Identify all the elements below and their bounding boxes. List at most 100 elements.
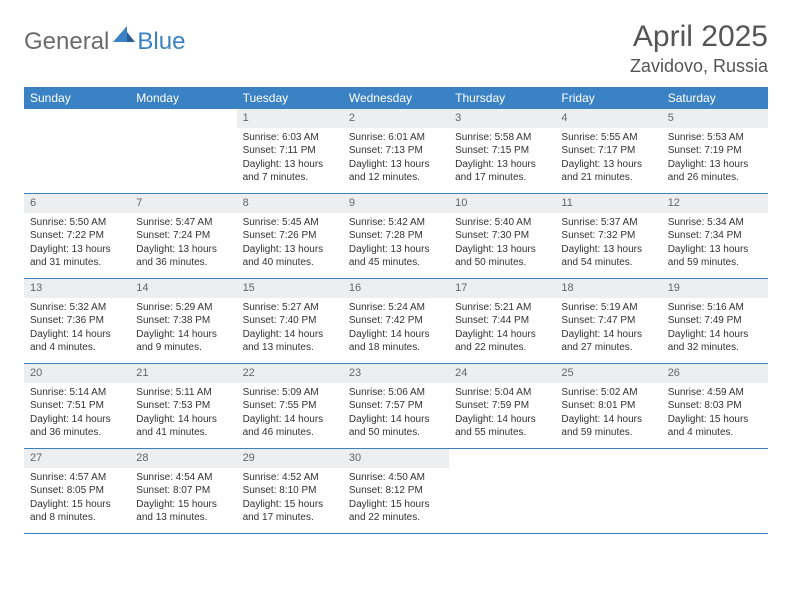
sunrise-line: Sunrise: 5:53 AM — [668, 131, 762, 145]
day-number: 3 — [449, 109, 555, 128]
logo-text-general: General — [24, 28, 109, 56]
day-body: Sunrise: 5:04 AMSunset: 7:59 PMDaylight:… — [449, 383, 555, 446]
day-number: 9 — [343, 194, 449, 213]
day-body: Sunrise: 5:34 AMSunset: 7:34 PMDaylight:… — [662, 213, 768, 276]
day-cell: 29Sunrise: 4:52 AMSunset: 8:10 PMDayligh… — [237, 449, 343, 533]
day-number: 26 — [662, 364, 768, 383]
day-number: 4 — [555, 109, 661, 128]
weekday-header-cell: Friday — [555, 87, 661, 109]
sunset-line: Sunset: 7:53 PM — [136, 399, 230, 413]
sunrise-line: Sunrise: 5:14 AM — [30, 386, 124, 400]
day-cell: 3Sunrise: 5:58 AMSunset: 7:15 PMDaylight… — [449, 109, 555, 193]
weekday-header-cell: Saturday — [662, 87, 768, 109]
sunset-line: Sunset: 7:59 PM — [455, 399, 549, 413]
week-row: 6Sunrise: 5:50 AMSunset: 7:22 PMDaylight… — [24, 194, 768, 279]
sunset-line: Sunset: 7:24 PM — [136, 229, 230, 243]
daylight-line: Daylight: 15 hours and 22 minutes. — [349, 498, 443, 525]
day-number: 14 — [130, 279, 236, 298]
day-cell: 30Sunrise: 4:50 AMSunset: 8:12 PMDayligh… — [343, 449, 449, 533]
sunrise-line: Sunrise: 5:29 AM — [136, 301, 230, 315]
sunset-line: Sunset: 7:49 PM — [668, 314, 762, 328]
sunset-line: Sunset: 7:17 PM — [561, 144, 655, 158]
daylight-line: Daylight: 13 hours and 21 minutes. — [561, 158, 655, 185]
sunset-line: Sunset: 7:13 PM — [349, 144, 443, 158]
day-cell: 13Sunrise: 5:32 AMSunset: 7:36 PMDayligh… — [24, 279, 130, 363]
day-number: 19 — [662, 279, 768, 298]
sunset-line: Sunset: 7:44 PM — [455, 314, 549, 328]
daylight-line: Daylight: 15 hours and 4 minutes. — [668, 413, 762, 440]
weekday-header-cell: Monday — [130, 87, 236, 109]
daylight-line: Daylight: 14 hours and 27 minutes. — [561, 328, 655, 355]
day-cell: 26Sunrise: 4:59 AMSunset: 8:03 PMDayligh… — [662, 364, 768, 448]
day-cell: 7Sunrise: 5:47 AMSunset: 7:24 PMDaylight… — [130, 194, 236, 278]
location-label: Zavidovo, Russia — [630, 56, 768, 77]
empty-day-cell — [449, 449, 555, 533]
day-number: 27 — [24, 449, 130, 468]
daylight-line: Daylight: 14 hours and 9 minutes. — [136, 328, 230, 355]
empty-day-cell — [555, 449, 661, 533]
day-cell: 5Sunrise: 5:53 AMSunset: 7:19 PMDaylight… — [662, 109, 768, 193]
sunset-line: Sunset: 7:28 PM — [349, 229, 443, 243]
day-cell: 19Sunrise: 5:16 AMSunset: 7:49 PMDayligh… — [662, 279, 768, 363]
week-row: 27Sunrise: 4:57 AMSunset: 8:05 PMDayligh… — [24, 449, 768, 534]
daylight-line: Daylight: 13 hours and 40 minutes. — [243, 243, 337, 270]
day-number: 1 — [237, 109, 343, 128]
day-number: 23 — [343, 364, 449, 383]
sunrise-line: Sunrise: 5:27 AM — [243, 301, 337, 315]
daylight-line: Daylight: 14 hours and 50 minutes. — [349, 413, 443, 440]
sunrise-line: Sunrise: 5:16 AM — [668, 301, 762, 315]
day-number: 12 — [662, 194, 768, 213]
sunrise-line: Sunrise: 5:37 AM — [561, 216, 655, 230]
sunset-line: Sunset: 7:11 PM — [243, 144, 337, 158]
sunrise-line: Sunrise: 6:03 AM — [243, 131, 337, 145]
daylight-line: Daylight: 14 hours and 22 minutes. — [455, 328, 549, 355]
sunset-line: Sunset: 7:19 PM — [668, 144, 762, 158]
daylight-line: Daylight: 15 hours and 17 minutes. — [243, 498, 337, 525]
month-title: April 2025 — [630, 20, 768, 54]
sunset-line: Sunset: 7:30 PM — [455, 229, 549, 243]
day-body: Sunrise: 5:37 AMSunset: 7:32 PMDaylight:… — [555, 213, 661, 276]
calendar-grid: SundayMondayTuesdayWednesdayThursdayFrid… — [24, 87, 768, 534]
daylight-line: Daylight: 14 hours and 4 minutes. — [30, 328, 124, 355]
day-body: Sunrise: 4:50 AMSunset: 8:12 PMDaylight:… — [343, 468, 449, 531]
day-cell: 11Sunrise: 5:37 AMSunset: 7:32 PMDayligh… — [555, 194, 661, 278]
empty-day-cell — [24, 109, 130, 193]
daylight-line: Daylight: 14 hours and 55 minutes. — [455, 413, 549, 440]
weekday-header-row: SundayMondayTuesdayWednesdayThursdayFrid… — [24, 87, 768, 109]
day-number: 24 — [449, 364, 555, 383]
sunrise-line: Sunrise: 5:09 AM — [243, 386, 337, 400]
weekday-header-cell: Sunday — [24, 87, 130, 109]
day-body: Sunrise: 5:42 AMSunset: 7:28 PMDaylight:… — [343, 213, 449, 276]
day-number: 13 — [24, 279, 130, 298]
daylight-line: Daylight: 13 hours and 50 minutes. — [455, 243, 549, 270]
daylight-line: Daylight: 13 hours and 7 minutes. — [243, 158, 337, 185]
day-cell: 1 Sunrise: 6:03 AMSunset: 7:11 PMDaylight… — [237, 109, 343, 193]
sunset-line: Sunset: 8:10 PM — [243, 484, 337, 498]
day-number: 7 — [130, 194, 236, 213]
sunrise-line: Sunrise: 5:32 AM — [30, 301, 124, 315]
logo: General Blue — [24, 20, 185, 57]
daylight-line: Daylight: 14 hours and 36 minutes. — [30, 413, 124, 440]
sunset-line: Sunset: 8:12 PM — [349, 484, 443, 498]
day-body: Sunrise: 4:54 AMSunset: 8:07 PMDaylight:… — [130, 468, 236, 531]
calendar-page: General Blue April 2025 Zavidovo, Russia… — [0, 0, 792, 554]
day-body: Sunrise: 4:57 AMSunset: 8:05 PMDaylight:… — [24, 468, 130, 531]
sunset-line: Sunset: 8:03 PM — [668, 399, 762, 413]
day-number: 21 — [130, 364, 236, 383]
daylight-line: Daylight: 13 hours and 59 minutes. — [668, 243, 762, 270]
day-body: Sunrise: 5:47 AMSunset: 7:24 PMDaylight:… — [130, 213, 236, 276]
day-body: Sunrise: 5:32 AMSunset: 7:36 PMDaylight:… — [24, 298, 130, 361]
sunset-line: Sunset: 7:22 PM — [30, 229, 124, 243]
day-body: Sunrise: 5:14 AMSunset: 7:51 PMDaylight:… — [24, 383, 130, 446]
sunrise-line: Sunrise: 4:50 AM — [349, 471, 443, 485]
day-number: 8 — [237, 194, 343, 213]
sunrise-line: Sunrise: 5:04 AM — [455, 386, 549, 400]
week-row: 1Sunrise: 6:03 AMSunset: 7:11 PMDaylight… — [24, 109, 768, 194]
sunrise-line: Sunrise: 5:47 AM — [136, 216, 230, 230]
logo-triangle-icon — [113, 26, 135, 47]
day-cell: 24Sunrise: 5:04 AMSunset: 7:59 PMDayligh… — [449, 364, 555, 448]
sunset-line: Sunset: 8:01 PM — [561, 399, 655, 413]
weekday-header-cell: Thursday — [449, 87, 555, 109]
day-number: 18 — [555, 279, 661, 298]
day-cell: 18Sunrise: 5:19 AMSunset: 7:47 PMDayligh… — [555, 279, 661, 363]
